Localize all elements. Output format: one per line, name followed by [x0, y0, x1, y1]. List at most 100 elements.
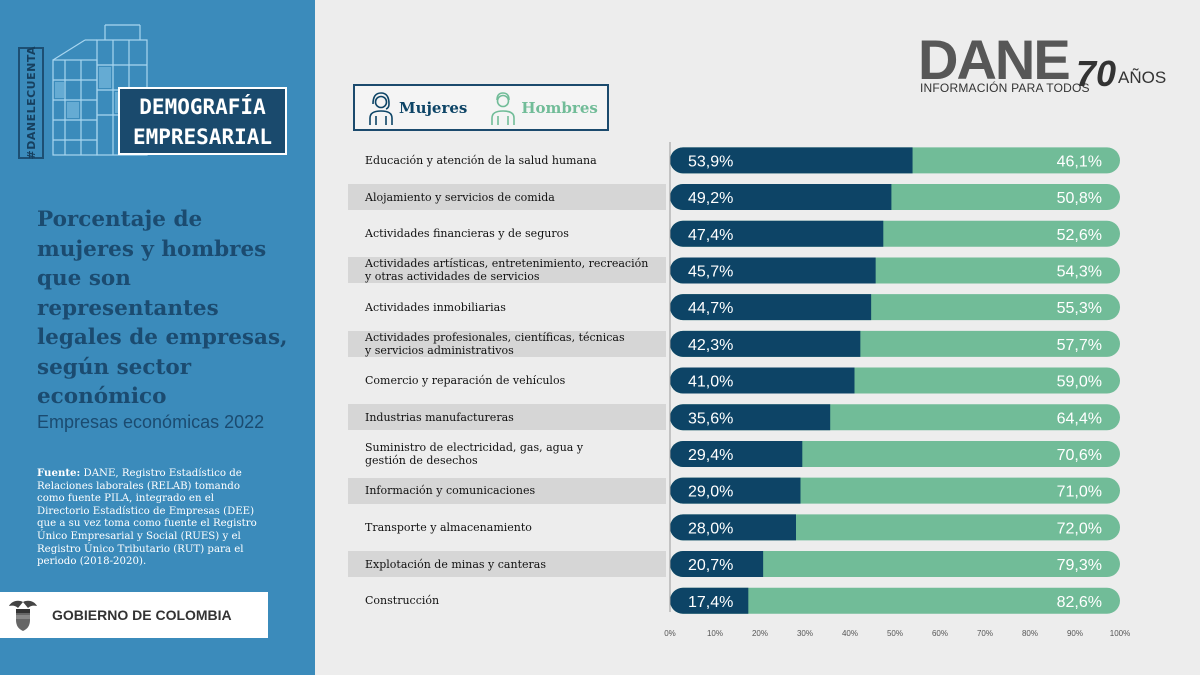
data-label-mujeres: 47,4% — [688, 227, 733, 244]
category-label: Alojamiento y servicios de comida — [365, 191, 665, 204]
category-label-line: y servicios administrativos — [365, 343, 514, 357]
logo-70: 70 — [1076, 53, 1117, 94]
logo-name: DANE — [918, 28, 1071, 91]
x-tick-label: 30% — [797, 629, 813, 638]
data-label-hombres: 82,6% — [1057, 594, 1102, 611]
bar-mujeres — [670, 220, 884, 247]
category-label: Comercio y reparación de vehículos — [365, 374, 665, 387]
bar-mujeres — [670, 294, 872, 321]
bar-mujeres — [670, 587, 749, 614]
logo-anos: AÑOS — [1118, 68, 1167, 87]
left-panel: #DANELECUENTA DEMOGRAFÍA EMPRESARIAL Por… — [0, 0, 315, 675]
legend-label-mujeres: Mujeres — [399, 98, 468, 117]
category-label: Explotación de minas y canteras — [365, 558, 665, 571]
data-label-hombres: 59,0% — [1057, 374, 1102, 391]
category-label-line: Industrias manufactureras — [365, 410, 514, 424]
x-tick-label: 10% — [707, 629, 723, 638]
category-label-line: Actividades artísticas, entretenimiento,… — [365, 257, 649, 271]
building-illustration — [52, 24, 148, 156]
data-label-hombres: 57,7% — [1057, 337, 1102, 354]
category-label: Industrias manufactureras — [365, 411, 665, 424]
bar-mujeres — [670, 257, 876, 284]
category-label: Actividades profesionales, científicas, … — [365, 331, 665, 357]
source-text: DANE, Registro Estadístico de Relaciones… — [37, 468, 257, 568]
row-band — [348, 477, 666, 504]
data-label-mujeres: 28,0% — [688, 520, 733, 537]
man-icon — [491, 91, 516, 125]
category-label-line: Educación y atención de la salud humana — [365, 153, 597, 167]
category-label-line: Construcción — [365, 594, 440, 608]
data-label-mujeres: 41,0% — [688, 374, 733, 391]
banner-line-1: DEMOGRAFÍA — [139, 95, 266, 119]
gov-text: GOBIERNO DE COLOMBIA — [52, 607, 232, 623]
coat-of-arms-icon — [9, 600, 37, 631]
row-band — [348, 257, 666, 284]
bar-mujeres — [670, 184, 892, 211]
data-label-hombres: 64,4% — [1057, 410, 1102, 427]
x-tick-label: 50% — [887, 629, 903, 638]
data-label-mujeres: 42,3% — [688, 337, 733, 354]
source-label: Fuente: — [37, 467, 81, 479]
woman-icon — [369, 91, 393, 125]
category-label: Actividades inmobiliarias — [365, 301, 665, 314]
row-band — [348, 404, 666, 431]
data-label-mujeres: 29,4% — [688, 447, 733, 464]
x-tick-label: 80% — [1022, 629, 1038, 638]
bar-mujeres — [670, 514, 796, 541]
data-label-hombres: 52,6% — [1057, 227, 1102, 244]
category-label: Construcción — [365, 594, 665, 607]
data-label-hombres: 54,3% — [1057, 263, 1102, 280]
category-label: Transporte y almacenamiento — [365, 521, 665, 534]
category-label: Información y comunicaciones — [365, 484, 665, 497]
bar-mujeres — [670, 551, 764, 578]
x-tick-label: 60% — [932, 629, 948, 638]
category-label-line: y otras actividades de servicios — [365, 270, 540, 284]
category-label-line: Alojamiento y servicios de comida — [365, 190, 555, 204]
bar-mujeres — [670, 440, 803, 467]
row-band — [348, 551, 666, 578]
category-label: Actividades financieras y de seguros — [365, 227, 665, 240]
chart-legend: Mujeres Hombres — [353, 84, 609, 131]
category-label-line: Suministro de electricidad, gas, agua y — [365, 440, 584, 454]
page-subtitle: Empresas económicas 2022 — [37, 412, 265, 432]
logo-tagline: INFORMACIÓN PARA TODOS — [920, 81, 1090, 95]
x-tick-label: 70% — [977, 629, 993, 638]
data-label-hombres: 70,6% — [1057, 447, 1102, 464]
legend-item-mujeres: Mujeres — [367, 90, 467, 126]
bar-hombres — [670, 587, 1120, 614]
data-label-hombres: 50,8% — [1057, 190, 1102, 207]
data-label-hombres: 79,3% — [1057, 557, 1102, 574]
data-label-mujeres: 45,7% — [688, 263, 733, 280]
data-label-mujeres: 49,2% — [688, 190, 733, 207]
category-label-line: Explotación de minas y canteras — [365, 557, 546, 571]
data-label-hombres: 71,0% — [1057, 484, 1102, 501]
bar-mujeres — [670, 477, 801, 504]
section-banner: DEMOGRAFÍA EMPRESARIAL — [118, 87, 287, 155]
hashtag-badge: #DANELECUENTA — [18, 46, 44, 160]
legend-item-hombres: Hombres — [489, 90, 598, 126]
data-label-mujeres: 44,7% — [688, 300, 733, 317]
x-tick-label: 100% — [1110, 629, 1130, 638]
category-label-line: Transporte y almacenamiento — [365, 520, 532, 534]
bar-mujeres — [670, 330, 861, 357]
data-label-hombres: 72,0% — [1057, 520, 1102, 537]
source-note: Fuente: DANE, Registro Estadístico de Re… — [37, 467, 269, 569]
x-tick-label: 20% — [752, 629, 768, 638]
x-tick-label: 40% — [842, 629, 858, 638]
category-label-line: Actividades financieras y de seguros — [365, 227, 569, 241]
data-label-mujeres: 53,9% — [688, 153, 733, 170]
bar-mujeres — [670, 147, 913, 174]
data-label-hombres: 46,1% — [1057, 153, 1102, 170]
category-label-line: Comercio y reparación de vehículos — [365, 374, 566, 388]
category-label-line: Actividades profesionales, científicas, … — [365, 330, 625, 344]
data-label-hombres: 55,3% — [1057, 300, 1102, 317]
category-label: Actividades artísticas, entretenimiento,… — [365, 257, 665, 283]
legend-label-hombres: Hombres — [521, 98, 598, 117]
x-tick-label: 0% — [664, 629, 676, 638]
data-label-mujeres: 20,7% — [688, 557, 733, 574]
banner-line-2: EMPRESARIAL — [132, 125, 273, 149]
category-label: Educación y atención de la salud humana — [365, 154, 665, 167]
bar-hombres — [670, 551, 1120, 578]
row-band — [348, 330, 666, 357]
